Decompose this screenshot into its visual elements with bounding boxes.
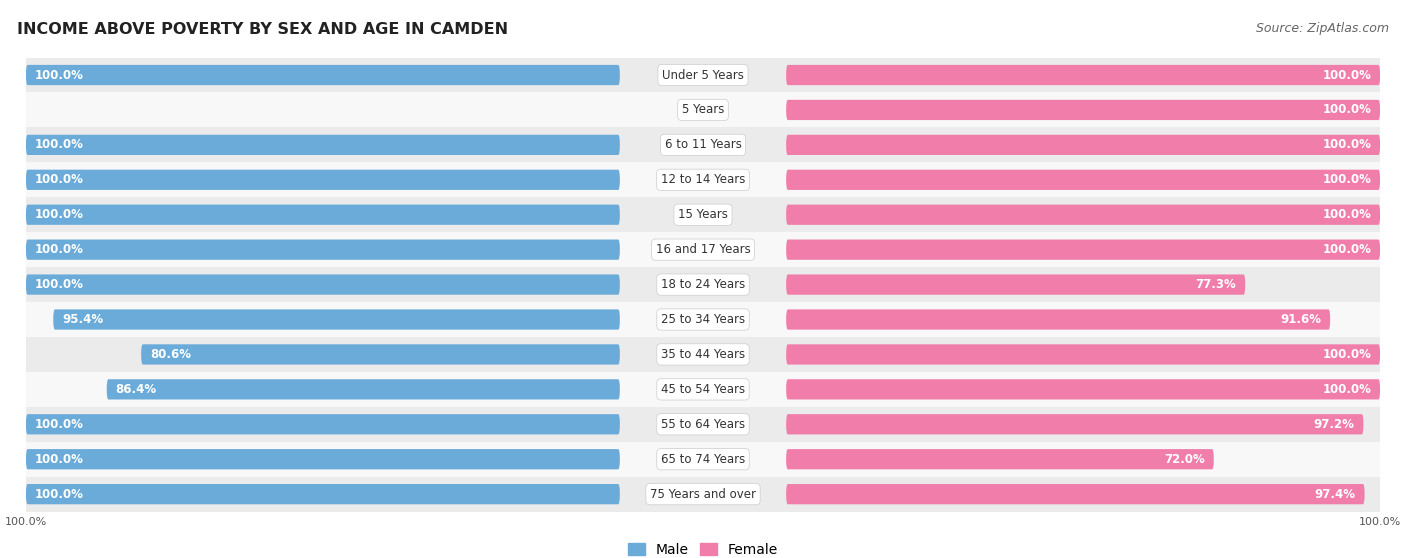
FancyBboxPatch shape xyxy=(25,275,620,295)
FancyBboxPatch shape xyxy=(786,134,1381,155)
Text: 45 to 54 Years: 45 to 54 Years xyxy=(661,383,745,396)
Bar xyxy=(25,198,1381,232)
FancyBboxPatch shape xyxy=(25,239,620,260)
FancyBboxPatch shape xyxy=(25,414,620,435)
FancyBboxPatch shape xyxy=(786,309,1330,330)
Text: 75 Years and over: 75 Years and over xyxy=(650,488,756,501)
Bar xyxy=(25,162,1381,198)
Text: 95.4%: 95.4% xyxy=(62,313,103,326)
Text: 100.0%: 100.0% xyxy=(35,69,84,81)
FancyBboxPatch shape xyxy=(141,344,620,364)
FancyBboxPatch shape xyxy=(786,275,1246,295)
Bar xyxy=(25,407,1381,442)
FancyBboxPatch shape xyxy=(53,309,620,330)
Text: 100.0%: 100.0% xyxy=(35,278,84,291)
FancyBboxPatch shape xyxy=(107,379,620,400)
FancyBboxPatch shape xyxy=(786,205,1381,225)
Text: 65 to 74 Years: 65 to 74 Years xyxy=(661,453,745,466)
Text: 55 to 64 Years: 55 to 64 Years xyxy=(661,418,745,431)
Text: 100.0%: 100.0% xyxy=(1322,138,1371,151)
Bar xyxy=(25,372,1381,407)
Text: 80.6%: 80.6% xyxy=(150,348,191,361)
FancyBboxPatch shape xyxy=(786,449,1213,469)
Bar xyxy=(25,57,1381,93)
Bar xyxy=(25,93,1381,127)
Text: 77.3%: 77.3% xyxy=(1195,278,1236,291)
FancyBboxPatch shape xyxy=(786,379,1381,400)
Text: 18 to 24 Years: 18 to 24 Years xyxy=(661,278,745,291)
Text: 100.0%: 100.0% xyxy=(35,138,84,151)
Legend: Male, Female: Male, Female xyxy=(628,543,778,557)
Text: 100.0%: 100.0% xyxy=(35,453,84,466)
Text: 100.0%: 100.0% xyxy=(1322,174,1371,186)
Text: 100.0%: 100.0% xyxy=(1322,69,1371,81)
Text: 12 to 14 Years: 12 to 14 Years xyxy=(661,174,745,186)
FancyBboxPatch shape xyxy=(786,170,1381,190)
FancyBboxPatch shape xyxy=(786,239,1381,260)
Text: Under 5 Years: Under 5 Years xyxy=(662,69,744,81)
Text: 72.0%: 72.0% xyxy=(1164,453,1205,466)
Text: 100.0%: 100.0% xyxy=(35,418,84,431)
Text: 100.0%: 100.0% xyxy=(1360,517,1402,527)
Text: Source: ZipAtlas.com: Source: ZipAtlas.com xyxy=(1256,22,1389,35)
Text: 97.4%: 97.4% xyxy=(1315,488,1355,501)
Text: 100.0%: 100.0% xyxy=(35,208,84,221)
Text: 100.0%: 100.0% xyxy=(1322,103,1371,117)
Text: 5 Years: 5 Years xyxy=(682,103,724,117)
FancyBboxPatch shape xyxy=(786,484,1365,504)
Text: 35 to 44 Years: 35 to 44 Years xyxy=(661,348,745,361)
FancyBboxPatch shape xyxy=(25,205,620,225)
Text: INCOME ABOVE POVERTY BY SEX AND AGE IN CAMDEN: INCOME ABOVE POVERTY BY SEX AND AGE IN C… xyxy=(17,22,508,37)
Text: 86.4%: 86.4% xyxy=(115,383,156,396)
Text: 25 to 34 Years: 25 to 34 Years xyxy=(661,313,745,326)
FancyBboxPatch shape xyxy=(786,65,1381,85)
Text: 15 Years: 15 Years xyxy=(678,208,728,221)
FancyBboxPatch shape xyxy=(25,65,620,85)
Text: 100.0%: 100.0% xyxy=(1322,383,1371,396)
Bar xyxy=(25,337,1381,372)
Text: 100.0%: 100.0% xyxy=(1322,243,1371,256)
Text: 100.0%: 100.0% xyxy=(4,517,46,527)
Bar xyxy=(25,442,1381,477)
Text: 16 and 17 Years: 16 and 17 Years xyxy=(655,243,751,256)
FancyBboxPatch shape xyxy=(25,449,620,469)
Bar xyxy=(25,232,1381,267)
FancyBboxPatch shape xyxy=(25,134,620,155)
Text: 100.0%: 100.0% xyxy=(35,174,84,186)
Text: 100.0%: 100.0% xyxy=(35,243,84,256)
Text: 100.0%: 100.0% xyxy=(35,488,84,501)
Text: 100.0%: 100.0% xyxy=(1322,348,1371,361)
Text: 97.2%: 97.2% xyxy=(1313,418,1354,431)
FancyBboxPatch shape xyxy=(786,100,1381,120)
FancyBboxPatch shape xyxy=(25,484,620,504)
Bar xyxy=(25,267,1381,302)
FancyBboxPatch shape xyxy=(25,170,620,190)
Text: 6 to 11 Years: 6 to 11 Years xyxy=(665,138,741,151)
Text: 91.6%: 91.6% xyxy=(1281,313,1322,326)
FancyBboxPatch shape xyxy=(786,414,1364,435)
Text: 100.0%: 100.0% xyxy=(1322,208,1371,221)
FancyBboxPatch shape xyxy=(786,344,1381,364)
Bar xyxy=(25,302,1381,337)
Bar xyxy=(25,127,1381,162)
Bar xyxy=(25,477,1381,512)
